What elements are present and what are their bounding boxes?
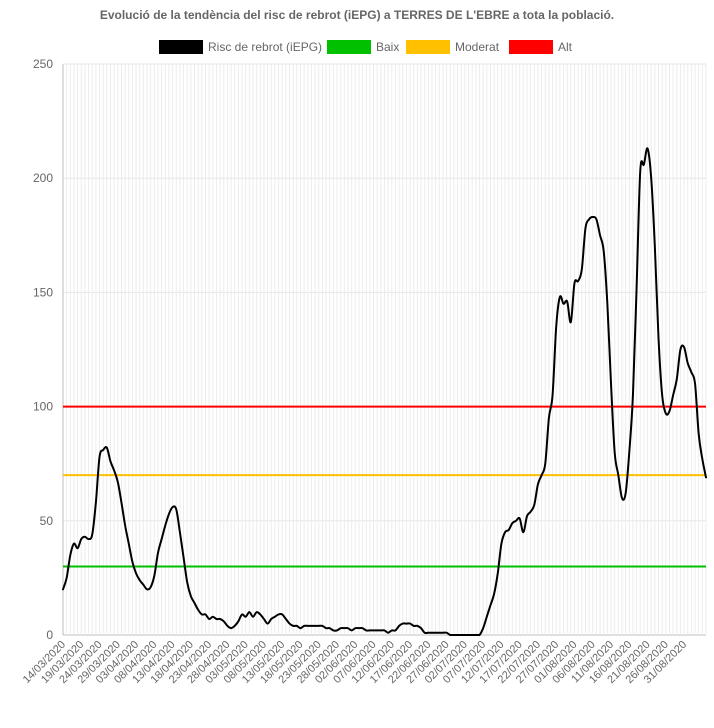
legend-label-moderat: Moderat	[455, 40, 500, 54]
y-tick-label: 200	[33, 171, 53, 185]
legend-label-alt: Alt	[558, 40, 573, 54]
y-tick-label: 250	[33, 57, 53, 71]
legend-item-alt[interactable]: Alt	[509, 40, 573, 54]
legend: Risc de rebrot (iEPG) Baix Moderat Alt	[159, 40, 573, 54]
grid	[62, 63, 707, 636]
legend-item-baix[interactable]: Baix	[327, 40, 399, 54]
chart-title: Evolució de la tendència del risc de reb…	[100, 8, 614, 22]
y-tick-label: 100	[33, 400, 53, 414]
y-axis: 0 50 100 150 200 250	[33, 57, 53, 642]
y-tick-label: 0	[46, 628, 53, 642]
legend-swatch-risc	[159, 40, 203, 54]
legend-label-baix: Baix	[376, 40, 399, 54]
series-line-risc	[62, 147, 707, 636]
legend-item-moderat[interactable]: Moderat	[406, 40, 500, 54]
legend-label-risc: Risc de rebrot (iEPG)	[208, 40, 322, 54]
threshold-lines	[63, 405, 706, 568]
y-tick-label: 50	[40, 514, 54, 528]
legend-swatch-alt	[509, 40, 553, 54]
legend-swatch-moderat	[406, 40, 450, 54]
legend-swatch-baix	[327, 40, 371, 54]
legend-item-risc[interactable]: Risc de rebrot (iEPG)	[159, 40, 322, 54]
x-axis: 14/03/202019/03/202024/03/202029/03/2020…	[21, 639, 689, 686]
y-tick-label: 150	[33, 285, 53, 299]
